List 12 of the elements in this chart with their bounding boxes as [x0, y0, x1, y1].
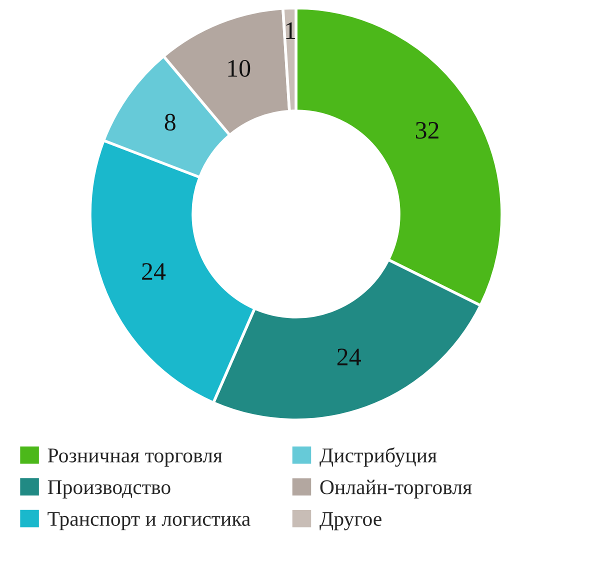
legend-label: Розничная торговля [48, 448, 222, 467]
data-label: 32 [416, 122, 438, 139]
legend-label: Производство [48, 480, 170, 498]
legend-label: Дистрибуция [320, 447, 437, 467]
data-label: 24 [142, 263, 166, 280]
legend-label: Другое [320, 512, 382, 530]
data-label: 1 [286, 22, 295, 39]
legend-label: Транспорт и логистика [48, 512, 250, 530]
data-label: 10 [228, 60, 250, 77]
data-label: 8 [164, 114, 176, 131]
legend-label: Онлайн-торговля [320, 480, 472, 498]
data-label: 24 [337, 348, 361, 366]
